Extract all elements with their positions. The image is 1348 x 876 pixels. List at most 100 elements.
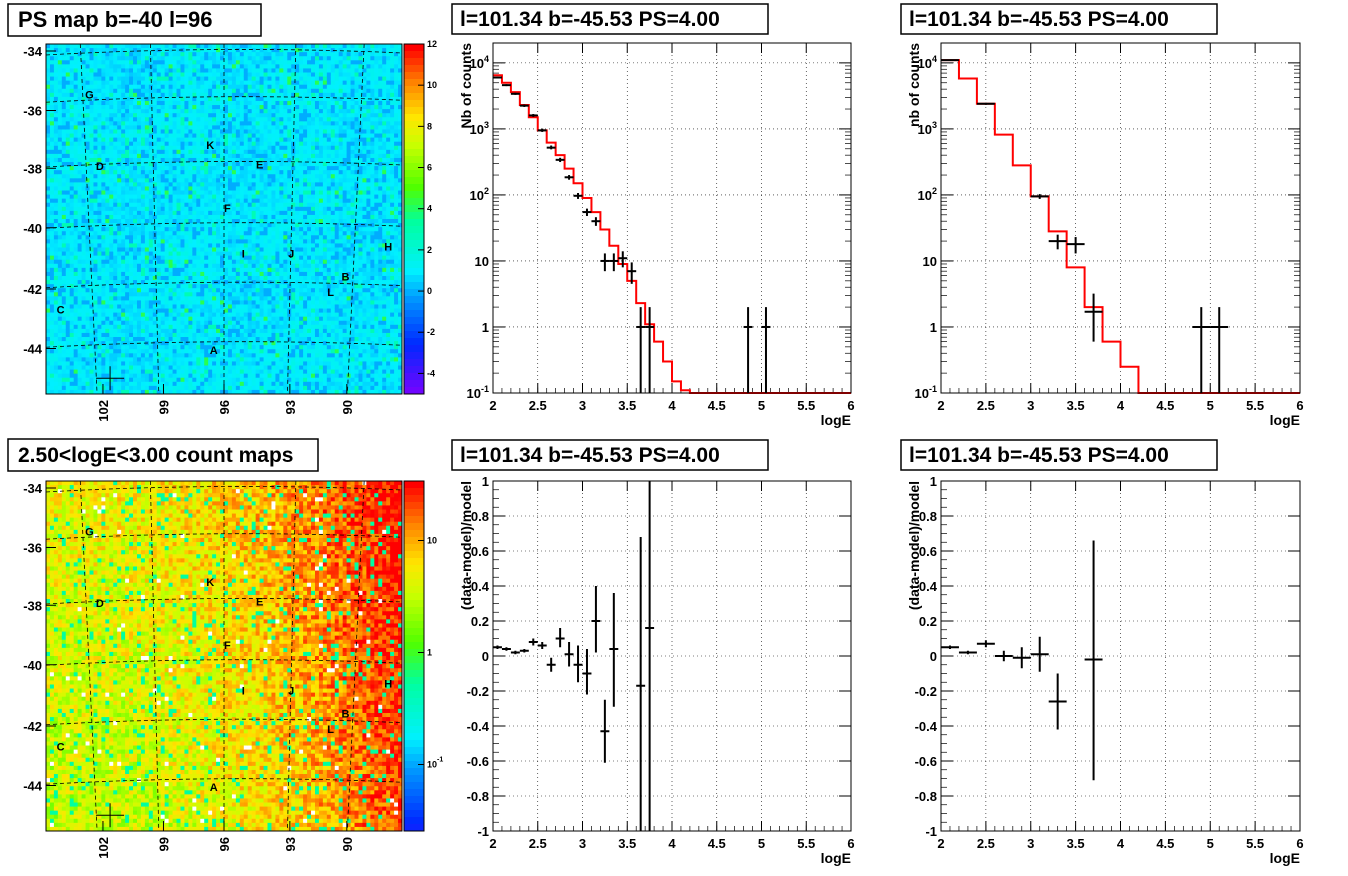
y-tick-label: 0 bbox=[482, 649, 489, 664]
colorbar-tick-label: 10-1 bbox=[427, 757, 443, 770]
x-tick-label: 3.5 bbox=[1067, 398, 1085, 413]
y-tick-label: 0.8 bbox=[919, 509, 937, 524]
data-point bbox=[645, 307, 655, 393]
data-point bbox=[573, 192, 583, 199]
x-tick-label: 5 bbox=[1207, 398, 1214, 413]
x-tick-label: 102 bbox=[96, 400, 111, 422]
data-point bbox=[564, 642, 574, 667]
y-tick-label: 104 bbox=[918, 54, 937, 71]
data-point bbox=[1192, 307, 1211, 393]
y-tick-label: -0.6 bbox=[467, 754, 489, 769]
title-box bbox=[900, 3, 1218, 35]
data-point bbox=[573, 645, 583, 683]
title-box bbox=[7, 3, 262, 37]
data-point bbox=[510, 650, 520, 655]
y-tick-label: -0.2 bbox=[467, 684, 489, 699]
x-tick-label: 6 bbox=[847, 836, 854, 851]
y-tick-label: 102 bbox=[470, 186, 489, 203]
plot-frame bbox=[492, 480, 852, 832]
title-box bbox=[7, 438, 319, 472]
colorbar-frame bbox=[403, 43, 425, 395]
source-label-j: J bbox=[288, 686, 294, 698]
x-tick-label: 6 bbox=[1296, 836, 1303, 851]
x-tick-label: 4 bbox=[1117, 836, 1125, 851]
y-tick-label: -0.4 bbox=[467, 719, 490, 734]
x-axis-label: logE bbox=[1270, 850, 1300, 866]
data-point bbox=[1066, 237, 1085, 254]
x-tick-label: 6 bbox=[1296, 398, 1303, 413]
x-tick-label: 2 bbox=[937, 836, 944, 851]
x-tick-label: 3 bbox=[579, 836, 586, 851]
y-axis-label: nb of counts bbox=[906, 43, 922, 127]
source-label-h: H bbox=[384, 679, 392, 691]
data-point bbox=[609, 253, 619, 272]
source-label-f: F bbox=[224, 640, 231, 652]
x-tick-label: 93 bbox=[283, 837, 298, 851]
y-tick-label: 104 bbox=[470, 54, 489, 71]
plot-frame bbox=[940, 42, 1301, 394]
x-tick-label: 3 bbox=[579, 398, 586, 413]
colorbar-tick-label: 8 bbox=[427, 121, 432, 131]
x-tick-label: 4.5 bbox=[1156, 398, 1174, 413]
plot-area bbox=[493, 481, 851, 831]
x-tick-label: 5.5 bbox=[797, 398, 815, 413]
x-tick-label: 2.5 bbox=[529, 398, 547, 413]
colorbar bbox=[404, 44, 424, 395]
y-tick-label: 0.8 bbox=[471, 509, 489, 524]
data-point bbox=[1030, 636, 1049, 672]
chart-title: PS map b=-40 l=96 bbox=[18, 7, 212, 32]
heatmap-cells bbox=[46, 44, 403, 395]
y-tick-label: 1 bbox=[930, 474, 937, 489]
source-label-b: B bbox=[341, 271, 349, 283]
x-tick-label: 2 bbox=[937, 398, 944, 413]
x-tick-label: 4 bbox=[668, 836, 676, 851]
y-tick-label: -0.8 bbox=[467, 789, 489, 804]
x-tick-label: 2.5 bbox=[977, 836, 995, 851]
colorbar-frame bbox=[403, 480, 425, 832]
data-point bbox=[1084, 540, 1103, 781]
y-tick-label: 10-1 bbox=[467, 384, 489, 401]
data-point bbox=[1210, 307, 1229, 393]
y-tick-label: -1 bbox=[925, 824, 937, 839]
data-point bbox=[636, 537, 646, 831]
source-label-e: E bbox=[256, 596, 263, 608]
data-point bbox=[761, 307, 771, 393]
x-tick-label: 99 bbox=[156, 837, 171, 851]
x-tick-label: 4.5 bbox=[708, 398, 726, 413]
data-point bbox=[941, 645, 959, 649]
data-point bbox=[636, 307, 646, 393]
colorbar-tick-label: 2 bbox=[427, 245, 432, 255]
data-point bbox=[555, 628, 565, 648]
x-tick-label: 3 bbox=[1027, 836, 1034, 851]
data-point bbox=[537, 128, 547, 132]
data-point bbox=[493, 645, 502, 649]
data-point bbox=[1030, 194, 1049, 199]
y-axis-label: (data-model)/model bbox=[906, 481, 922, 610]
y-tick-label: 103 bbox=[470, 120, 489, 137]
source-label-j: J bbox=[288, 249, 294, 261]
y-tick-label: 0 bbox=[930, 649, 937, 664]
source-label-d: D bbox=[96, 598, 104, 610]
data-point bbox=[493, 76, 502, 79]
y-tick-label: 1 bbox=[930, 320, 937, 335]
y-tick-label: -34 bbox=[23, 44, 43, 59]
chart-title: l=101.34 b=-45.53 PS=4.00 bbox=[909, 444, 1169, 467]
y-tick-label: 10-1 bbox=[915, 384, 937, 401]
y-tick-label: -1 bbox=[477, 824, 489, 839]
y-tick-label: -0.6 bbox=[915, 754, 937, 769]
data-point bbox=[555, 157, 565, 163]
heatmap-cells bbox=[46, 481, 403, 832]
y-tick-label: 0.6 bbox=[919, 544, 937, 559]
source-label-i: I bbox=[242, 686, 245, 698]
x-tick-label: 96 bbox=[217, 400, 232, 414]
data-point bbox=[1048, 673, 1067, 730]
data-point bbox=[645, 481, 655, 831]
y-tick-label: 0.2 bbox=[471, 614, 489, 629]
source-label-a: A bbox=[210, 345, 218, 357]
source-label-k: K bbox=[206, 577, 214, 589]
data-point bbox=[609, 593, 619, 707]
data-point bbox=[1084, 293, 1103, 342]
source-label-l: L bbox=[327, 724, 334, 736]
data-point bbox=[501, 84, 511, 87]
data-point bbox=[501, 647, 511, 651]
